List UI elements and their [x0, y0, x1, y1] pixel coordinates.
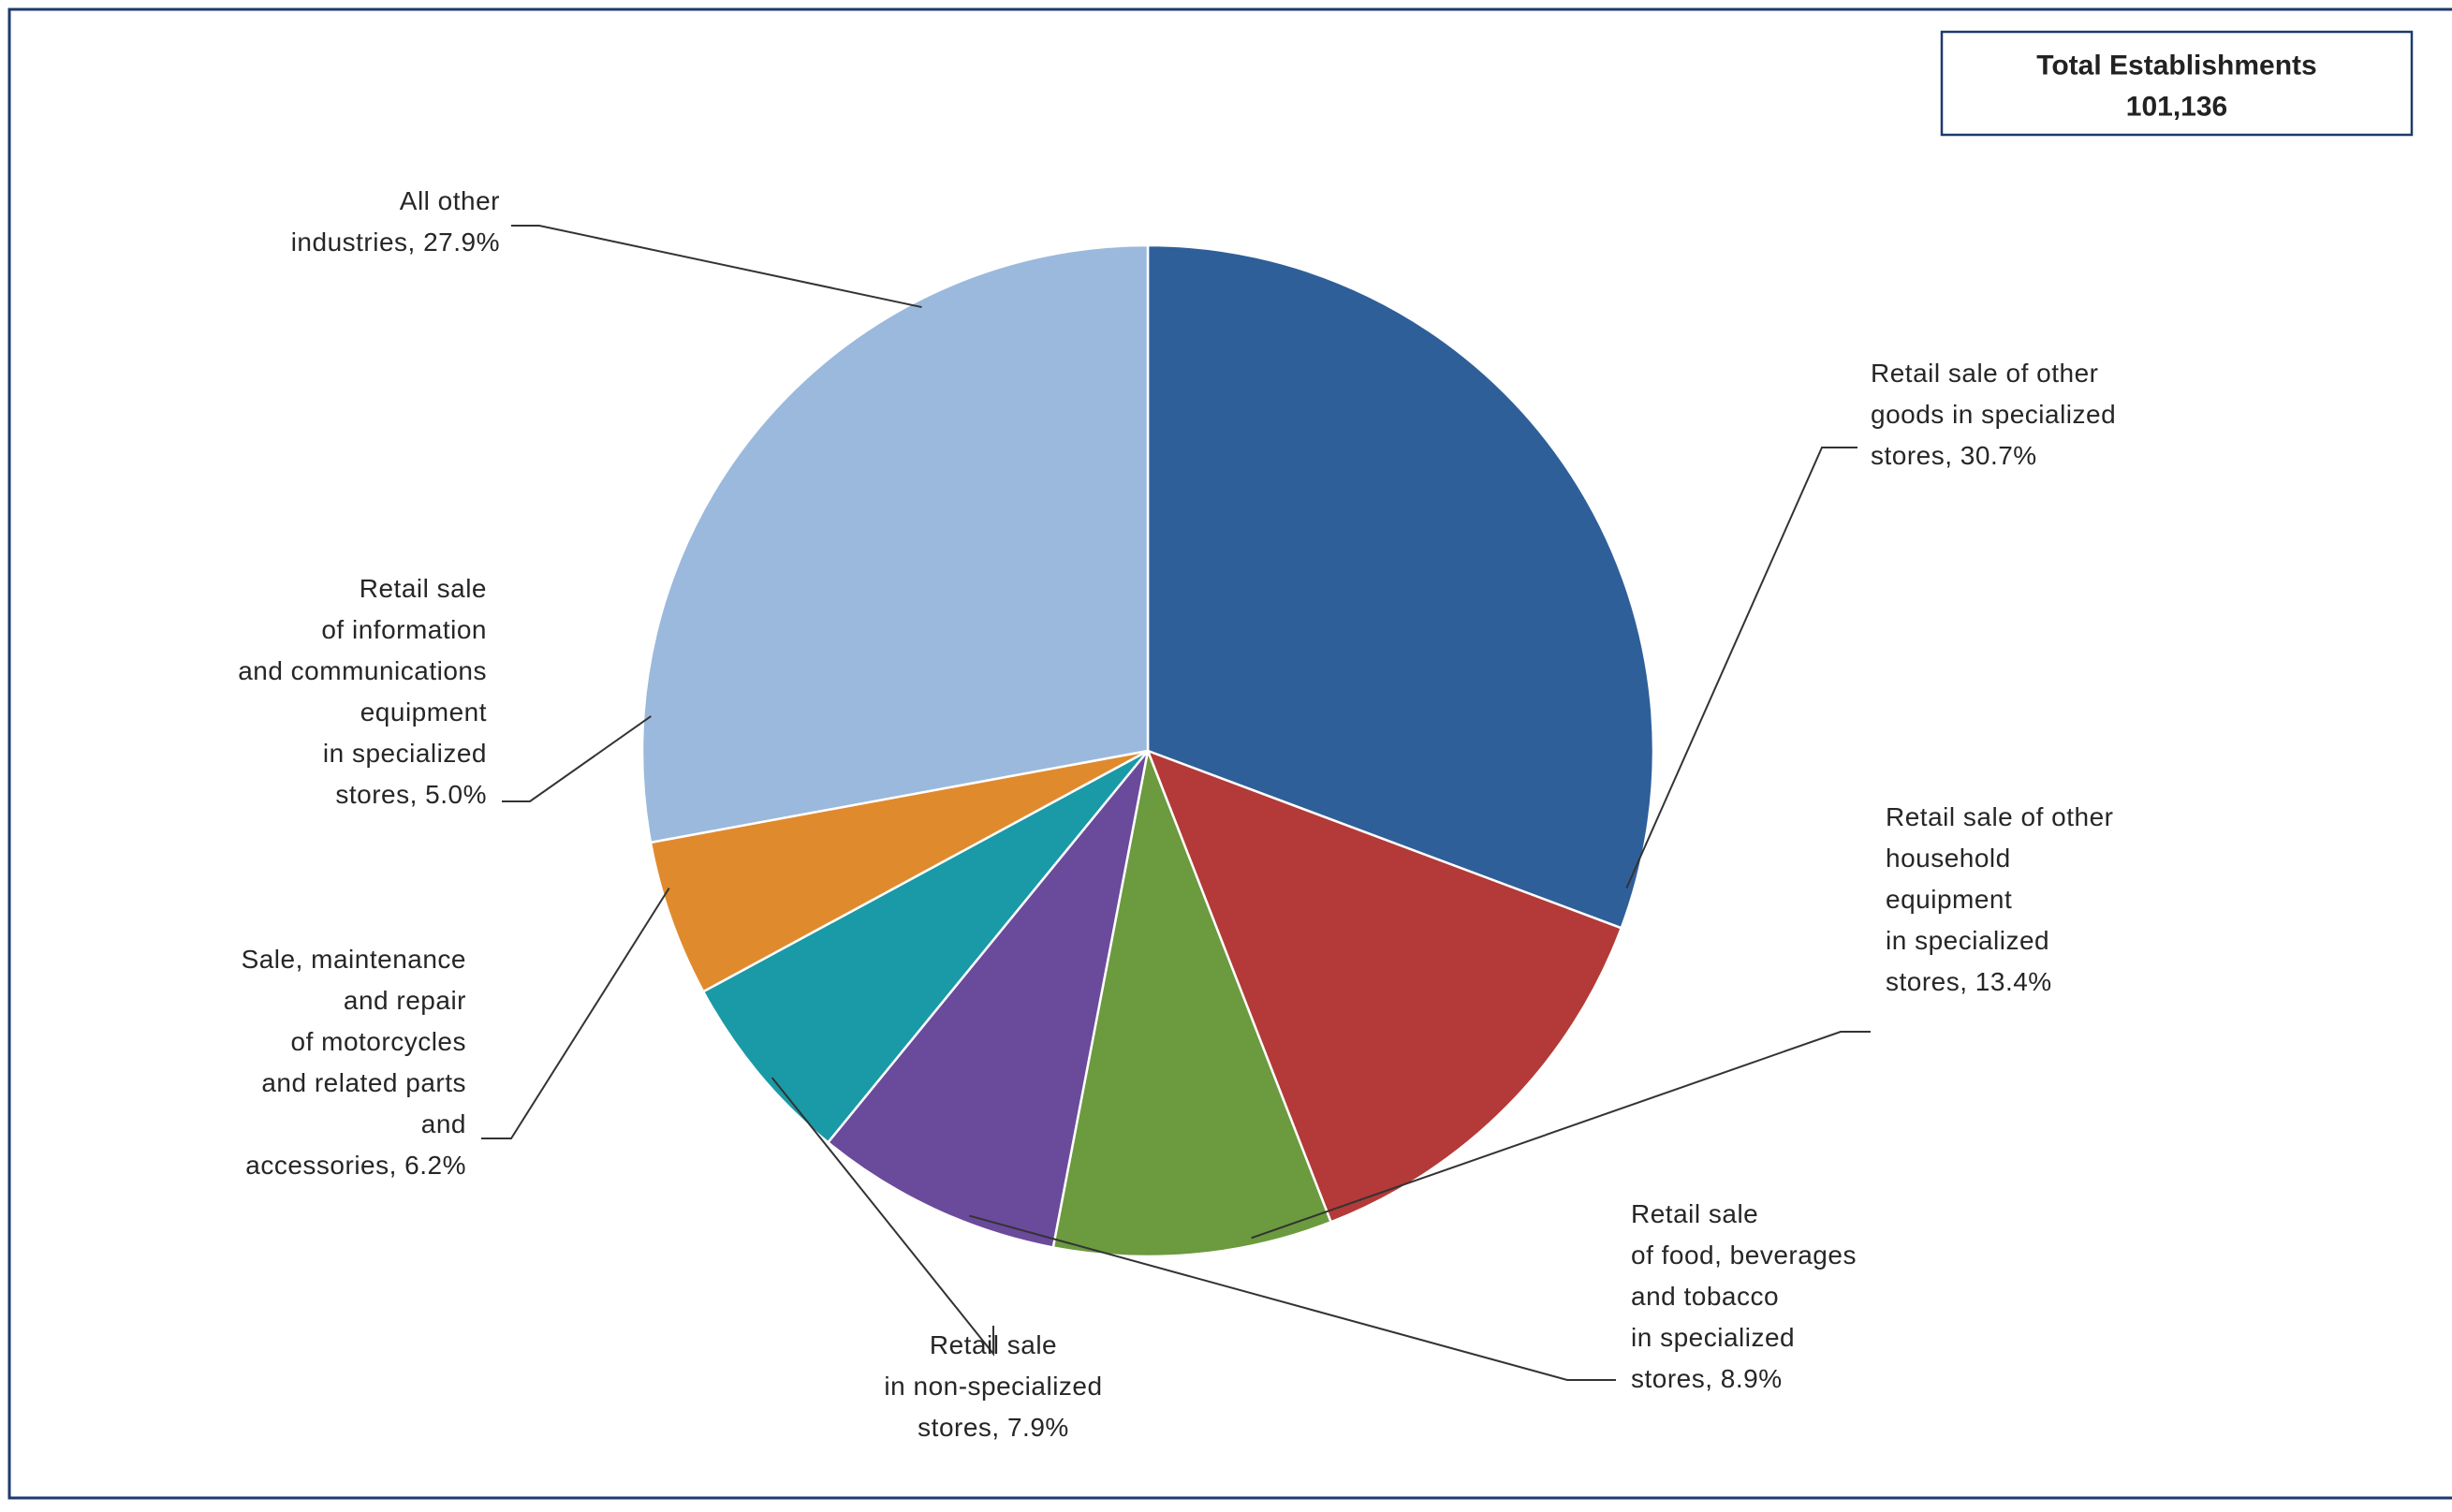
pie-chart: Retail sale of othergoods in specialized… [6, 6, 2452, 1502]
